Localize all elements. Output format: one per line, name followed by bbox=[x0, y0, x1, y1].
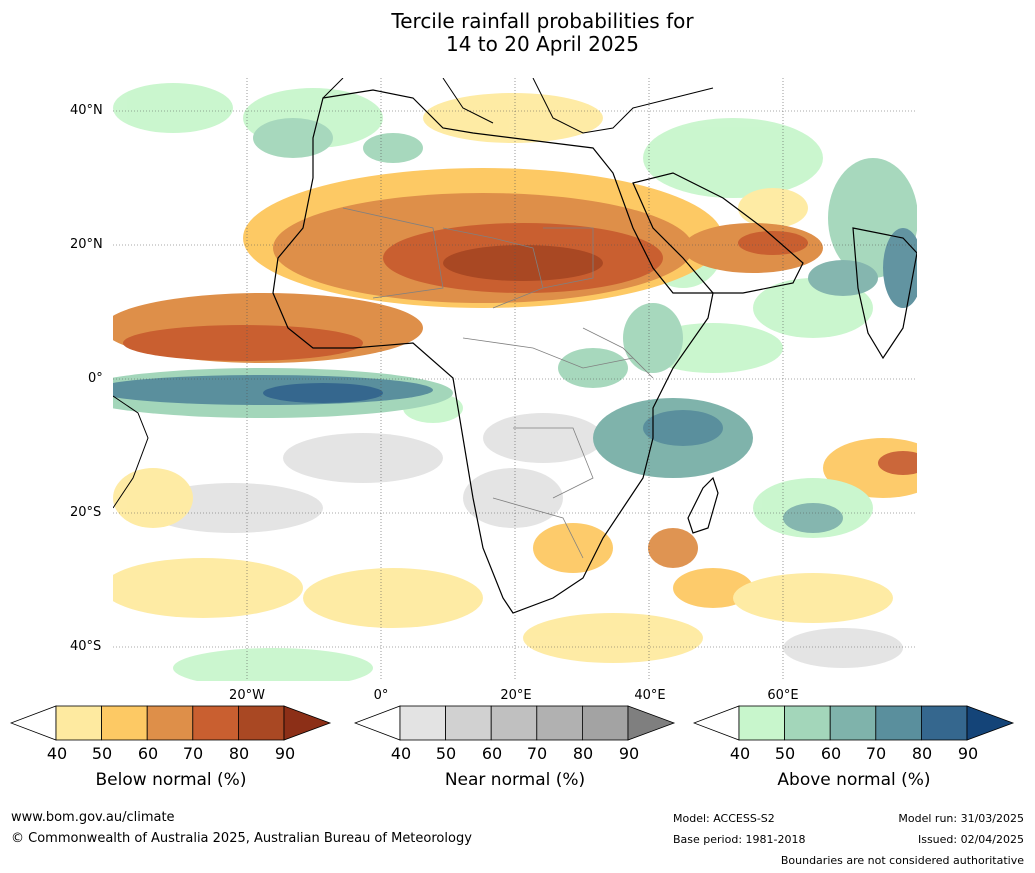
lon-label-40e: 40°E bbox=[634, 688, 666, 703]
below-tick-60: 60 bbox=[137, 744, 159, 763]
lat-label-20n: 20°N bbox=[70, 237, 103, 252]
near-colorbar-bin-2 bbox=[445, 705, 492, 741]
south-america-coastline bbox=[113, 395, 149, 509]
above-colorbar-bin-5 bbox=[920, 705, 968, 741]
below-tick-70: 70 bbox=[182, 744, 204, 763]
above-tick-40: 40 bbox=[729, 744, 751, 763]
below-tick-90: 90 bbox=[274, 744, 296, 763]
below-colorbar-extend-low bbox=[9, 705, 57, 741]
title-line-2: 14 to 20 April 2025 bbox=[445, 32, 640, 56]
above-colorbar-extend-high bbox=[966, 705, 1015, 741]
near-tick-90: 90 bbox=[618, 744, 640, 763]
country-boundaries bbox=[342, 207, 654, 559]
below-colorbar-bin-1 bbox=[55, 705, 102, 741]
lat-label-40s: 40°S bbox=[70, 639, 102, 654]
above-tick-60: 60 bbox=[820, 744, 842, 763]
colorbar-below-normal bbox=[9, 705, 332, 745]
above-tick-50: 50 bbox=[774, 744, 796, 763]
above-normal-band bbox=[113, 368, 753, 478]
lon-label-20w: 20°W bbox=[229, 688, 265, 703]
copyright-text: © Commonwealth of Australia 2025, Austra… bbox=[11, 831, 472, 846]
near-colorbar-bin-4 bbox=[536, 705, 583, 741]
above-tick-70: 70 bbox=[865, 744, 887, 763]
forecast-map bbox=[113, 78, 917, 681]
near-colorbar-bin-3 bbox=[490, 705, 538, 741]
below-normal-band bbox=[113, 168, 823, 363]
disclaimer-text: Boundaries are not considered authoritat… bbox=[780, 854, 1024, 867]
near-normal-label: Near normal (%) bbox=[444, 770, 586, 790]
below-colorbar-bin-2 bbox=[101, 705, 148, 741]
above-colorbar-bin-3 bbox=[829, 705, 877, 741]
colorbar-above-normal bbox=[692, 705, 1015, 745]
lat-label-0: 0° bbox=[88, 371, 103, 386]
below-colorbar-bin-3 bbox=[146, 705, 194, 741]
colorbar-near-svg bbox=[353, 705, 676, 741]
near-tick-60: 60 bbox=[481, 744, 503, 763]
above-colorbar-bin-4 bbox=[875, 705, 922, 741]
below-colorbar-bin-5 bbox=[237, 705, 285, 741]
near-colorbar-bin-1 bbox=[399, 705, 446, 741]
near-tick-40: 40 bbox=[390, 744, 412, 763]
madagascar-coastline bbox=[687, 476, 719, 534]
model-run-text: Model run: 31/03/2025 bbox=[898, 812, 1024, 825]
india-coastline bbox=[852, 227, 917, 360]
near-colorbar-extend-high bbox=[627, 705, 676, 741]
below-tick-40: 40 bbox=[46, 744, 68, 763]
europe-coastline bbox=[322, 78, 714, 134]
arabia-coastline bbox=[632, 172, 804, 294]
below-colorbar-extend-high bbox=[283, 705, 332, 741]
issued-text: Issued: 02/04/2025 bbox=[917, 833, 1024, 846]
above-tick-90: 90 bbox=[957, 744, 979, 763]
lat-label-40n: 40°N bbox=[70, 103, 103, 118]
africa-coastline bbox=[272, 89, 714, 614]
colorbar-below-svg bbox=[9, 705, 332, 741]
below-colorbar-bin-4 bbox=[192, 705, 239, 741]
background-patches bbox=[113, 83, 917, 681]
near-colorbar-bin-5 bbox=[581, 705, 629, 741]
lon-label-60e: 60°E bbox=[767, 688, 799, 703]
above-colorbar-extend-low bbox=[692, 705, 740, 741]
above-tick-80: 80 bbox=[911, 744, 933, 763]
above-normal-label: Above normal (%) bbox=[777, 770, 931, 790]
colorbar-near-normal bbox=[353, 705, 676, 745]
near-tick-70: 70 bbox=[526, 744, 548, 763]
below-tick-50: 50 bbox=[91, 744, 113, 763]
map-svg bbox=[113, 78, 917, 681]
near-colorbar-extend-low bbox=[353, 705, 401, 741]
lat-label-20s: 20°S bbox=[70, 505, 102, 520]
model-text: Model: ACCESS-S2 bbox=[673, 812, 775, 825]
colorbar-above-svg bbox=[692, 705, 1015, 741]
below-normal-label: Below normal (%) bbox=[95, 770, 247, 790]
map-title: Tercile rainfall probabilities for 14 to… bbox=[0, 10, 1035, 56]
website-link[interactable]: www.bom.gov.au/climate bbox=[11, 810, 175, 825]
above-colorbar-bin-1 bbox=[738, 705, 785, 741]
below-tick-80: 80 bbox=[228, 744, 250, 763]
above-colorbar-bin-2 bbox=[784, 705, 831, 741]
near-tick-50: 50 bbox=[435, 744, 457, 763]
lon-label-20e: 20°E bbox=[500, 688, 532, 703]
lon-label-0: 0° bbox=[373, 688, 389, 703]
title-line-1: Tercile rainfall probabilities for bbox=[391, 9, 694, 33]
near-tick-80: 80 bbox=[572, 744, 594, 763]
base-period-text: Base period: 1981-2018 bbox=[673, 833, 806, 846]
